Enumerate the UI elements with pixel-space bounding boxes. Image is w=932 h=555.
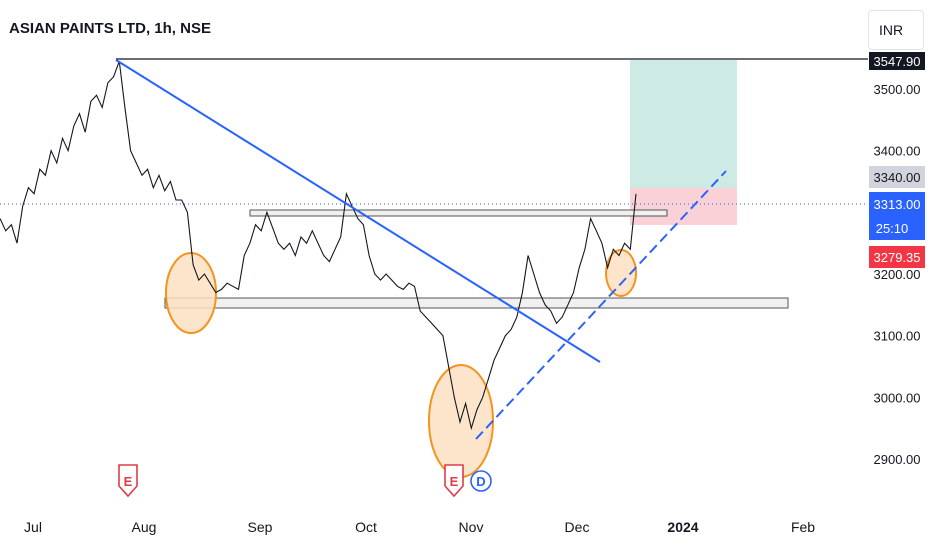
dividend-event-marker[interactable]: D (470, 470, 492, 492)
stop-zone[interactable] (630, 188, 737, 225)
earnings-glyph: E (124, 474, 133, 489)
time-tick-label: Dec (565, 519, 590, 535)
price-tick-label: 3200.00 (874, 267, 921, 282)
time-tick-label: Feb (791, 519, 815, 535)
downtrend-line[interactable] (115, 59, 601, 363)
stop-price-tag: 3279.35 (869, 246, 925, 268)
earnings-badge-icon (444, 464, 464, 498)
currency-button[interactable]: INR (868, 10, 924, 50)
time-tick-label: Nov (459, 519, 484, 535)
time-tick-label: Sep (248, 519, 273, 535)
earnings-event-marker[interactable]: E (444, 464, 464, 498)
earnings-event-marker[interactable]: E (118, 464, 138, 498)
uptrend-line[interactable] (475, 170, 727, 440)
bar-countdown-label: 25:10 (876, 221, 909, 236)
price-tick-label: 3400.00 (874, 144, 921, 159)
stop-price-label: 3279.35 (874, 250, 921, 265)
price-tick-label: 3100.00 (874, 329, 921, 344)
time-tick-label: Jul (24, 519, 42, 535)
highlight-circle-aug[interactable] (165, 252, 217, 334)
time-tick-label: Oct (355, 519, 377, 535)
support-zone-box[interactable] (164, 297, 789, 309)
dividend-glyph: D (476, 474, 485, 489)
target-zone[interactable] (630, 60, 737, 188)
target-price-label: 3340.00 (874, 170, 921, 185)
current-price-label: 3313.00 (874, 197, 921, 212)
highlight-circle-nov[interactable] (428, 364, 494, 478)
time-tick-label: 2024 (667, 519, 698, 535)
resistance-zone-box[interactable] (249, 209, 668, 217)
target-price-tag: 3340.00 (869, 166, 925, 188)
high-price-tag: 3547.90 (869, 52, 925, 70)
current-price-tag: 3313.00 25:10 (869, 192, 925, 240)
earnings-badge-icon (118, 464, 138, 498)
price-tick-label: 3500.00 (874, 82, 921, 97)
time-tick-label: Aug (132, 519, 157, 535)
high-price-label: 3547.90 (874, 54, 921, 69)
price-axis[interactable]: 3500.003400.003300.003200.003100.003000.… (874, 82, 921, 467)
price-series-line (0, 61, 637, 431)
time-axis[interactable]: Jul Aug Sep Oct Nov Dec 2024 Feb (24, 519, 815, 535)
dividend-badge-icon (470, 470, 492, 492)
price-tick-label: 2900.00 (874, 452, 921, 467)
earnings-glyph: E (450, 474, 459, 489)
symbol-title[interactable]: ASIAN PAINTS LTD, 1h, NSE (9, 20, 211, 37)
price-tick-label: 3000.00 (874, 390, 921, 405)
